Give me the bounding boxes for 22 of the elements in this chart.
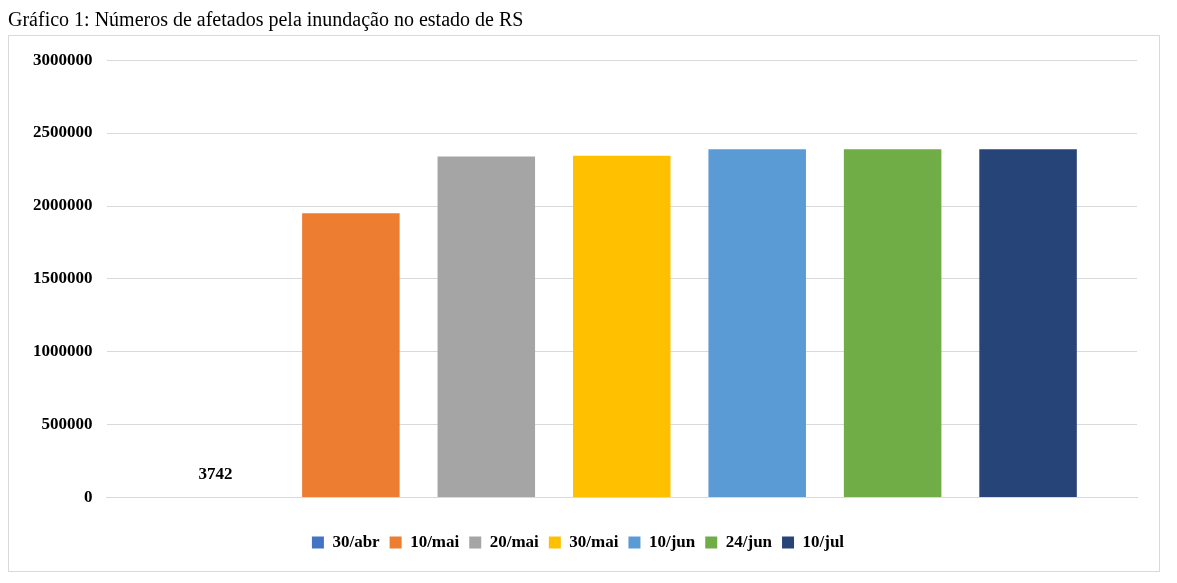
y-tick-label: 500000 — [41, 414, 93, 434]
bar — [572, 155, 671, 498]
legend-label: 30/abr — [332, 531, 381, 551]
bar — [979, 149, 1077, 498]
y-tick-label: 1500000 — [33, 268, 93, 288]
legend-label: 24/jun — [725, 531, 773, 551]
y-tick-label: 1000000 — [33, 341, 93, 361]
y-tick-label: 2000000 — [33, 195, 93, 215]
legend-label: 10/mai — [410, 531, 460, 551]
chart-title: Gráfico 1: Números de afetados pela inundação no estado de RS — [8, 8, 525, 31]
bar — [843, 149, 942, 498]
y-tick-label: 3000000 — [33, 49, 93, 69]
legend-label: 10/jul — [802, 531, 845, 551]
legend-label: 10/jun — [648, 531, 696, 551]
y-tick-label: 0 — [84, 486, 93, 506]
legend-label: 20/mai — [489, 531, 540, 551]
legend-label: 30/mai — [569, 531, 619, 551]
y-tick-label: 2500000 — [33, 122, 93, 142]
data-label: 3742 — [198, 463, 233, 483]
bar — [437, 156, 536, 498]
bar — [302, 213, 400, 498]
bar — [708, 149, 806, 498]
